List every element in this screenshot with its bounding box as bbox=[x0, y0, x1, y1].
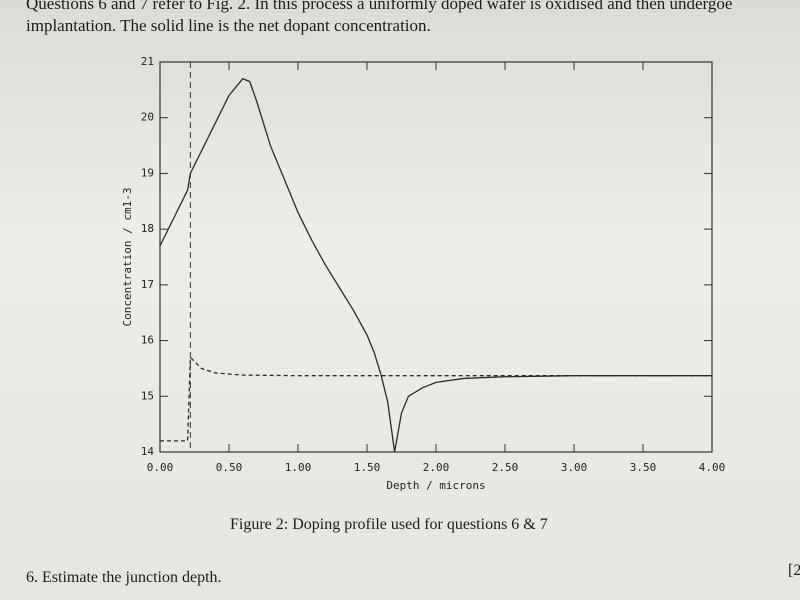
y-tick-label: 16 bbox=[141, 334, 154, 347]
y-tick-label: 18 bbox=[141, 222, 154, 235]
figure-caption: Figure 2: Doping profile used for questi… bbox=[230, 516, 548, 533]
x-tick-label: 0.50 bbox=[216, 461, 243, 474]
plot-frame bbox=[159, 61, 713, 453]
x-tick-label: 4.00 bbox=[699, 461, 726, 474]
y-tick-label: 15 bbox=[141, 389, 154, 402]
x-axis-label: Depth / microns bbox=[386, 479, 485, 492]
question: 6. Estimate the junction depth. bbox=[26, 569, 222, 586]
series-line bbox=[159, 77, 712, 453]
y-tick-label: 17 bbox=[141, 278, 154, 291]
x-tick-label: 0.00 bbox=[147, 461, 174, 474]
header-line: implantation. The solid line is the net … bbox=[26, 16, 431, 35]
chart: 14 15 16 17 18 19 20 21 0.00 0.50 1.00 1.50 2.00 2.50… bbox=[121, 55, 726, 492]
series-line bbox=[160, 355, 712, 442]
y-axis-label: Concentration / cm1-3 bbox=[121, 187, 134, 326]
y-tick-label: 21 bbox=[141, 55, 154, 68]
marks: [2 bbox=[788, 562, 800, 579]
header-line: Questions 6 and 7 refer to Fig. 2. In th… bbox=[26, 0, 733, 13]
y-tick-label: 19 bbox=[141, 166, 154, 179]
x-tick-label: 3.00 bbox=[561, 461, 588, 474]
x-tick-label: 2.50 bbox=[492, 461, 519, 474]
x-tick-label: 2.00 bbox=[423, 461, 450, 474]
y-tick-label: 14 bbox=[141, 445, 155, 458]
x-tick-label: 1.50 bbox=[354, 461, 381, 474]
x-tick-label: 1.00 bbox=[285, 461, 312, 474]
y-tick-label: 20 bbox=[141, 111, 154, 124]
x-tick-label: 3.50 bbox=[630, 461, 657, 474]
